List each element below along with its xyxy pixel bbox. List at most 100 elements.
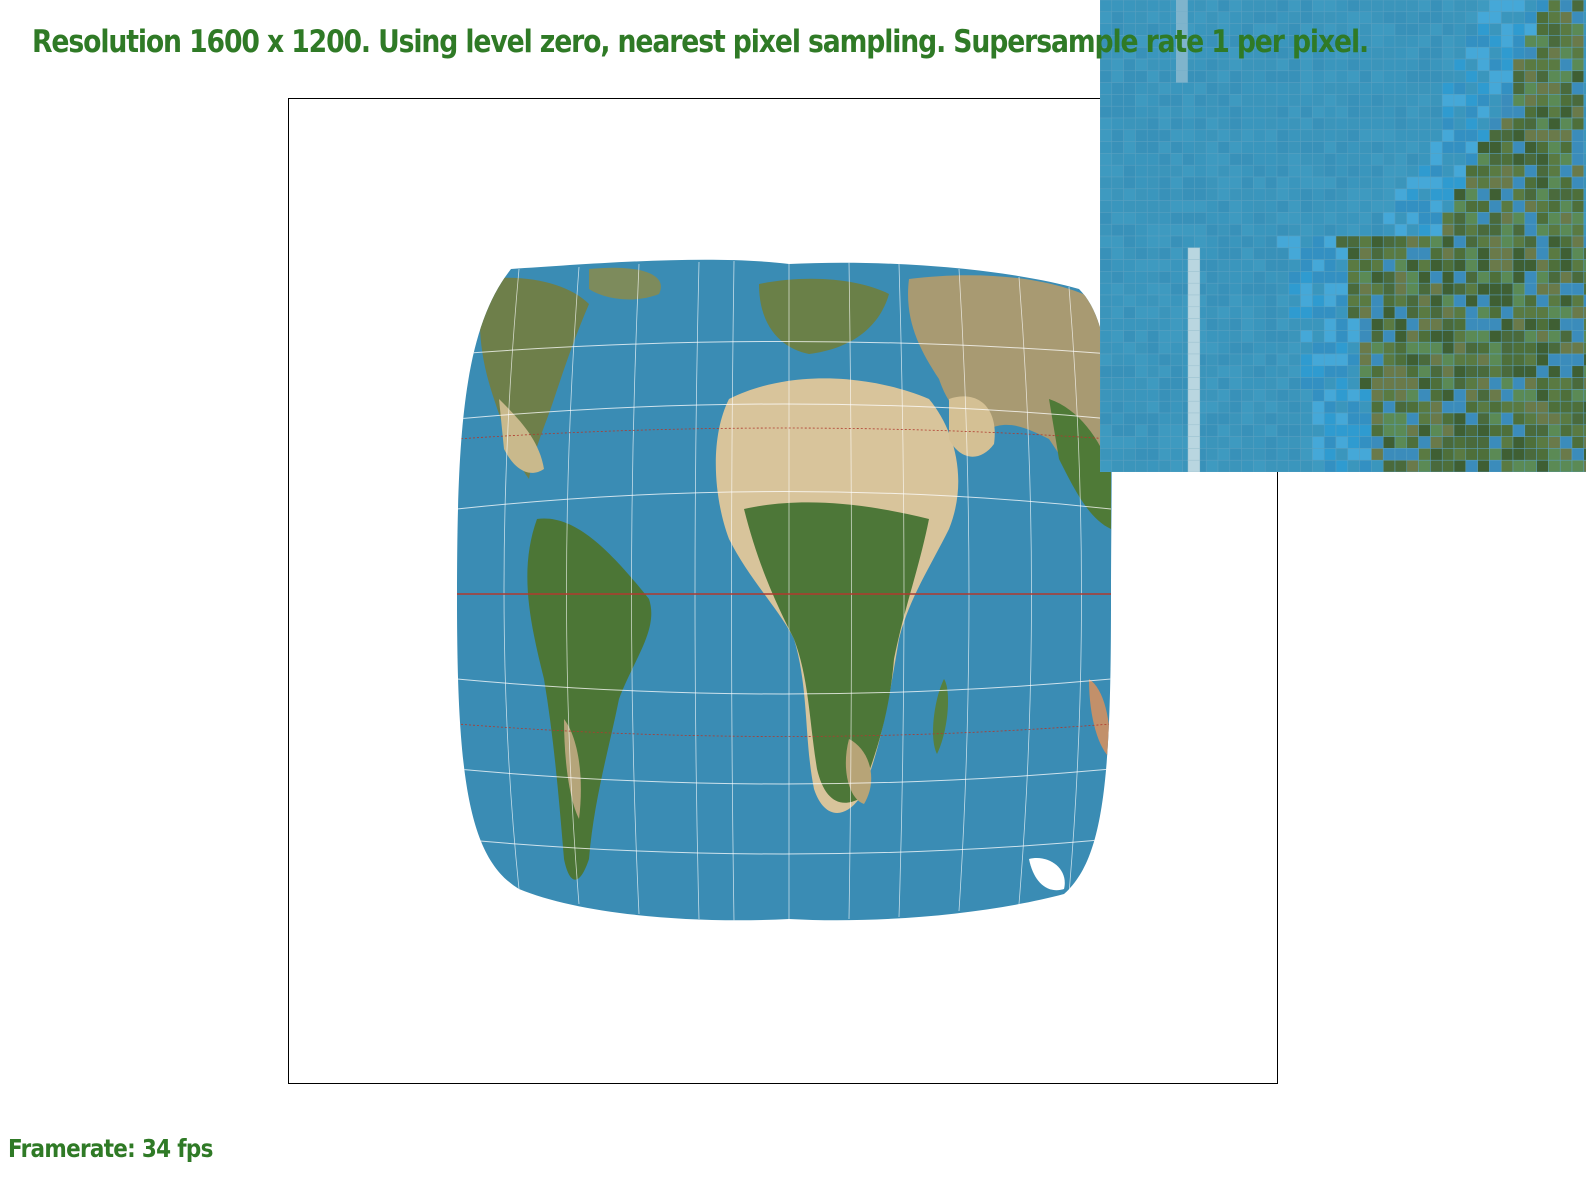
zoom-pixel — [1524, 353, 1537, 367]
zoom-pixel — [1135, 448, 1148, 461]
zoom-pixel — [1489, 176, 1502, 190]
zoom-pixel — [1312, 400, 1325, 414]
zoom-pixel — [1229, 436, 1242, 449]
zoom-pixel — [1264, 141, 1278, 154]
zoom-pixel — [1382, 365, 1396, 378]
zoom-pixel — [1548, 82, 1561, 95]
zoom-pixel — [1288, 164, 1301, 178]
zoom-pixel — [1524, 377, 1537, 390]
zoom-pixel — [1205, 94, 1219, 107]
zoom-pixel — [1288, 82, 1301, 95]
zoom-pixel — [1583, 235, 1586, 249]
zoom-pixel — [1571, 23, 1585, 36]
zoom-pixel — [1512, 306, 1526, 319]
zoom-pixel — [1441, 129, 1455, 142]
zoom-pixel — [1135, 318, 1148, 331]
zoom-pixel — [1548, 341, 1561, 355]
zoom-pixel — [1371, 70, 1384, 83]
zoom-pixel — [1548, 247, 1561, 260]
zoom-pixel — [1465, 117, 1478, 131]
zoom-pixel — [1371, 105, 1384, 119]
zoom-pixel — [1571, 141, 1585, 154]
zoom-pixel — [1111, 247, 1124, 260]
zoom-pixel — [1276, 271, 1290, 284]
zoom-pixel — [1371, 223, 1384, 237]
zoom-pixel — [1441, 459, 1455, 472]
zoom-pixel — [1430, 436, 1443, 449]
zoom-pixel — [1418, 70, 1431, 83]
zoom-pixel — [1406, 0, 1419, 13]
zoom-pixel — [1512, 164, 1526, 178]
zoom-pixel — [1187, 400, 1201, 414]
zoom-pixel — [1335, 412, 1349, 426]
zoom-pixel — [1146, 282, 1160, 296]
zoom-pixel — [1418, 294, 1431, 308]
zoom-pixel — [1335, 70, 1349, 83]
zoom-pixel — [1394, 271, 1408, 284]
zoom-pixel — [1418, 448, 1431, 461]
zoom-pixel — [1465, 212, 1478, 225]
zoom-pixel — [1512, 424, 1526, 437]
zoom-pixel — [1158, 341, 1172, 355]
zoom-pixel — [1489, 188, 1502, 201]
zoom-pixel — [1371, 82, 1384, 95]
zoom-pixel — [1536, 35, 1549, 48]
zoom-pixel — [1205, 341, 1219, 355]
zoom-pixel — [1571, 11, 1585, 24]
zoom-pixel — [1229, 212, 1242, 225]
zoom-pixel — [1100, 188, 1113, 201]
zoom-pixel — [1406, 318, 1419, 331]
zoom-pixel — [1359, 94, 1372, 107]
zoom-pixel — [1217, 0, 1231, 13]
zoom-pixel — [1382, 35, 1396, 48]
zoom-pixel — [1146, 0, 1160, 13]
zoom-pixel — [1418, 188, 1431, 201]
zoom-pixel — [1559, 46, 1573, 60]
zoom-pixel — [1536, 129, 1549, 142]
zoom-pixel — [1371, 306, 1384, 319]
zoom-pixel — [1146, 94, 1160, 107]
zoom-pixel — [1170, 235, 1183, 249]
zoom-pixel — [1146, 306, 1160, 319]
zoom-pixel — [1170, 200, 1183, 213]
zoom-pixel — [1241, 282, 1254, 296]
zoom-pixel — [1571, 117, 1585, 131]
zoom-pixel — [1512, 105, 1526, 119]
zoom-pixel — [1394, 70, 1408, 83]
zoom-pixel — [1135, 282, 1148, 296]
zoom-pixel — [1205, 58, 1219, 72]
zoom-pixel — [1430, 247, 1443, 260]
zoom-pixel — [1323, 424, 1337, 437]
zoom-pixel — [1276, 365, 1290, 378]
zoom-pixel — [1418, 82, 1431, 95]
zoom-pixel — [1146, 436, 1160, 449]
zoom-pixel — [1241, 94, 1254, 107]
zoom-pixel — [1241, 424, 1254, 437]
zoom-pixel — [1176, 70, 1188, 83]
zoom-pixel — [1205, 212, 1219, 225]
zoom-pixel — [1100, 424, 1113, 437]
zoom-pixel — [1323, 412, 1337, 426]
zoom-pixel — [1394, 259, 1408, 272]
zoom-pixel — [1264, 448, 1278, 461]
zoom-pixel — [1276, 129, 1290, 142]
zoom-pixel — [1146, 235, 1160, 249]
zoom-pixel — [1430, 58, 1443, 72]
zoom-pixel — [1371, 365, 1384, 378]
zoom-pixel — [1512, 294, 1526, 308]
zoom-pixel — [1123, 318, 1136, 331]
zoom-pixel — [1217, 223, 1231, 237]
zoom-pixel — [1441, 35, 1455, 48]
zoom-pixel — [1477, 400, 1490, 414]
zoom-pixel — [1583, 0, 1586, 13]
zoom-pixel — [1229, 341, 1242, 355]
zoom-pixel — [1430, 259, 1443, 272]
zoom-pixel — [1194, 141, 1207, 154]
zoom-pixel — [1347, 400, 1360, 414]
zoom-pixel — [1571, 212, 1585, 225]
zoom-pixel — [1253, 188, 1266, 201]
zoom-pixel — [1394, 46, 1408, 60]
zoom-pixel — [1323, 259, 1337, 272]
zoom-pixel — [1347, 0, 1360, 13]
zoom-pixel — [1335, 153, 1349, 166]
